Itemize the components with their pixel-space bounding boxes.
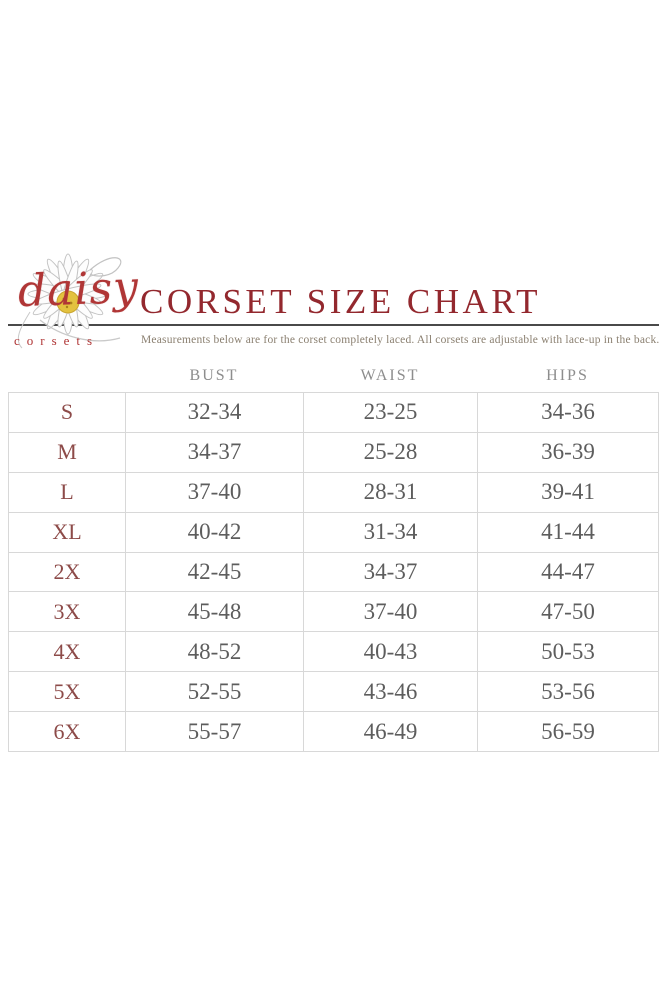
brand-name-script: daisy (17, 261, 140, 318)
bust-value: 45-48 (125, 591, 304, 633)
table-row: S 32-34 23-25 34-36 (8, 392, 659, 433)
page-title: CORSET SIZE CHART (140, 282, 541, 321)
hips-value: 34-36 (477, 392, 659, 433)
bust-value: 42-45 (125, 551, 304, 593)
hips-value: 41-44 (477, 511, 659, 553)
waist-value: 31-34 (303, 511, 478, 553)
size-label: M (8, 431, 126, 473)
size-label: 2X (8, 551, 126, 593)
table-row: L 37-40 28-31 39-41 (8, 471, 659, 513)
hips-value: 44-47 (477, 551, 659, 593)
waist-value: 23-25 (303, 392, 478, 433)
hips-value: 53-56 (477, 671, 659, 712)
size-label: 6X (8, 711, 126, 752)
table-row: 4X 48-52 40-43 50-53 (8, 631, 659, 673)
daisy-corsets-logo: daisy corsets (0, 250, 145, 355)
table-row: M 34-37 25-28 36-39 (8, 431, 659, 473)
bust-value: 48-52 (125, 631, 304, 673)
size-label: 5X (8, 671, 126, 712)
waist-value: 28-31 (303, 471, 478, 513)
table-row: XL 40-42 31-34 41-44 (8, 511, 659, 553)
size-label: S (8, 392, 126, 433)
hips-value: 56-59 (477, 711, 659, 752)
waist-value: 43-46 (303, 671, 478, 712)
brand-name-sub: corsets (14, 333, 100, 348)
daisy-flower-icon (17, 253, 122, 349)
column-header-bust: BUST (189, 367, 239, 384)
size-label: XL (8, 511, 126, 553)
bust-value: 32-34 (125, 392, 304, 433)
hips-value: 47-50 (477, 591, 659, 633)
size-chart-table: S 32-34 23-25 34-36 M 34-37 25-28 36-39 … (8, 392, 659, 752)
table-row: 5X 52-55 43-46 53-56 (8, 671, 659, 712)
size-label: 4X (8, 631, 126, 673)
waist-value: 25-28 (303, 431, 478, 473)
hips-value: 50-53 (477, 631, 659, 673)
bust-value: 52-55 (125, 671, 304, 712)
column-header-waist: WAIST (360, 367, 420, 384)
hips-value: 39-41 (477, 471, 659, 513)
header-divider (8, 324, 659, 326)
waist-value: 37-40 (303, 591, 478, 633)
hips-value: 36-39 (477, 431, 659, 473)
bust-value: 55-57 (125, 711, 304, 752)
table-row: 3X 45-48 37-40 47-50 (8, 591, 659, 633)
size-label: L (8, 471, 126, 513)
column-header-hips: HIPS (546, 367, 589, 384)
measurement-note: Measurements below are for the corset co… (141, 334, 660, 346)
size-label: 3X (8, 591, 126, 633)
bust-value: 40-42 (125, 511, 304, 553)
waist-value: 40-43 (303, 631, 478, 673)
table-row: 2X 42-45 34-37 44-47 (8, 551, 659, 593)
table-row: 6X 55-57 46-49 56-59 (8, 711, 659, 752)
waist-value: 46-49 (303, 711, 478, 752)
bust-value: 37-40 (125, 471, 304, 513)
bust-value: 34-37 (125, 431, 304, 473)
waist-value: 34-37 (303, 551, 478, 593)
